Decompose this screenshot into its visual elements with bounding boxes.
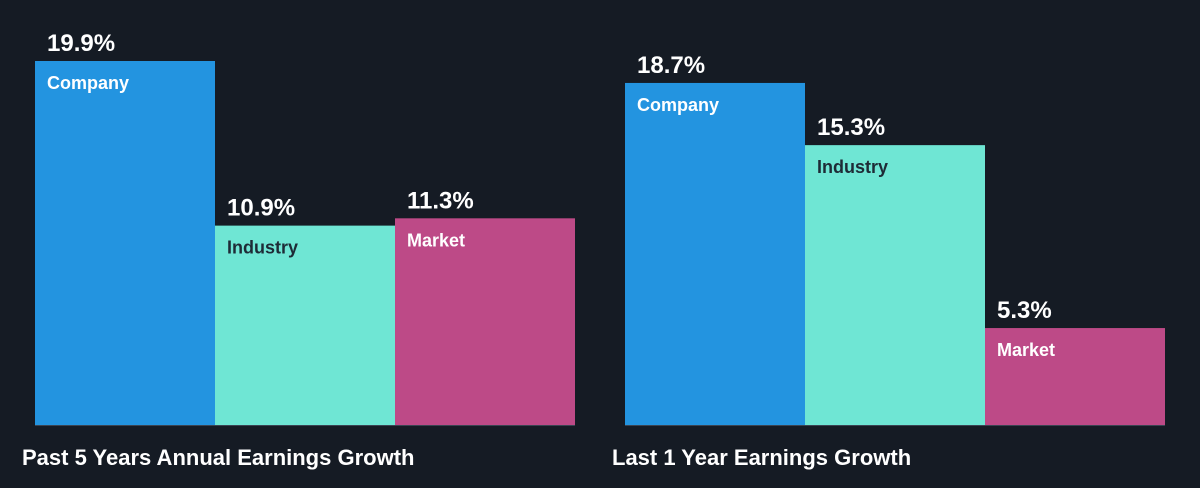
bar-market [985, 328, 1165, 425]
value-label-company: 19.9% [47, 30, 115, 57]
category-label-company: Company [47, 73, 129, 93]
category-label-industry: Industry [227, 238, 298, 258]
bar-company [625, 82, 805, 426]
panel-last-1-year: Last 1 Year Earnings Growth 18.7% Company… [612, 52, 1165, 470]
category-label-company: Company [637, 95, 719, 115]
panel-past-5-years: Past 5 Years Annual Earnings Growth 19.9… [22, 30, 575, 470]
value-label-market: 11.3% [407, 187, 474, 214]
value-label-industry: 15.3% [817, 114, 885, 141]
value-label-market: 5.3% [997, 297, 1052, 324]
bar-industry [805, 145, 985, 426]
category-label-market: Market [407, 230, 465, 250]
chart-title: Past 5 Years Annual Earnings Growth [22, 445, 414, 470]
chart-title: Last 1 Year Earnings Growth [612, 445, 911, 470]
category-label-industry: Industry [817, 157, 888, 177]
bar-market [395, 218, 575, 425]
category-label-market: Market [997, 340, 1055, 360]
value-label-industry: 10.9% [227, 195, 295, 222]
bar-company [35, 61, 215, 425]
bar-industry [215, 225, 395, 425]
value-label-company: 18.7% [637, 52, 705, 79]
